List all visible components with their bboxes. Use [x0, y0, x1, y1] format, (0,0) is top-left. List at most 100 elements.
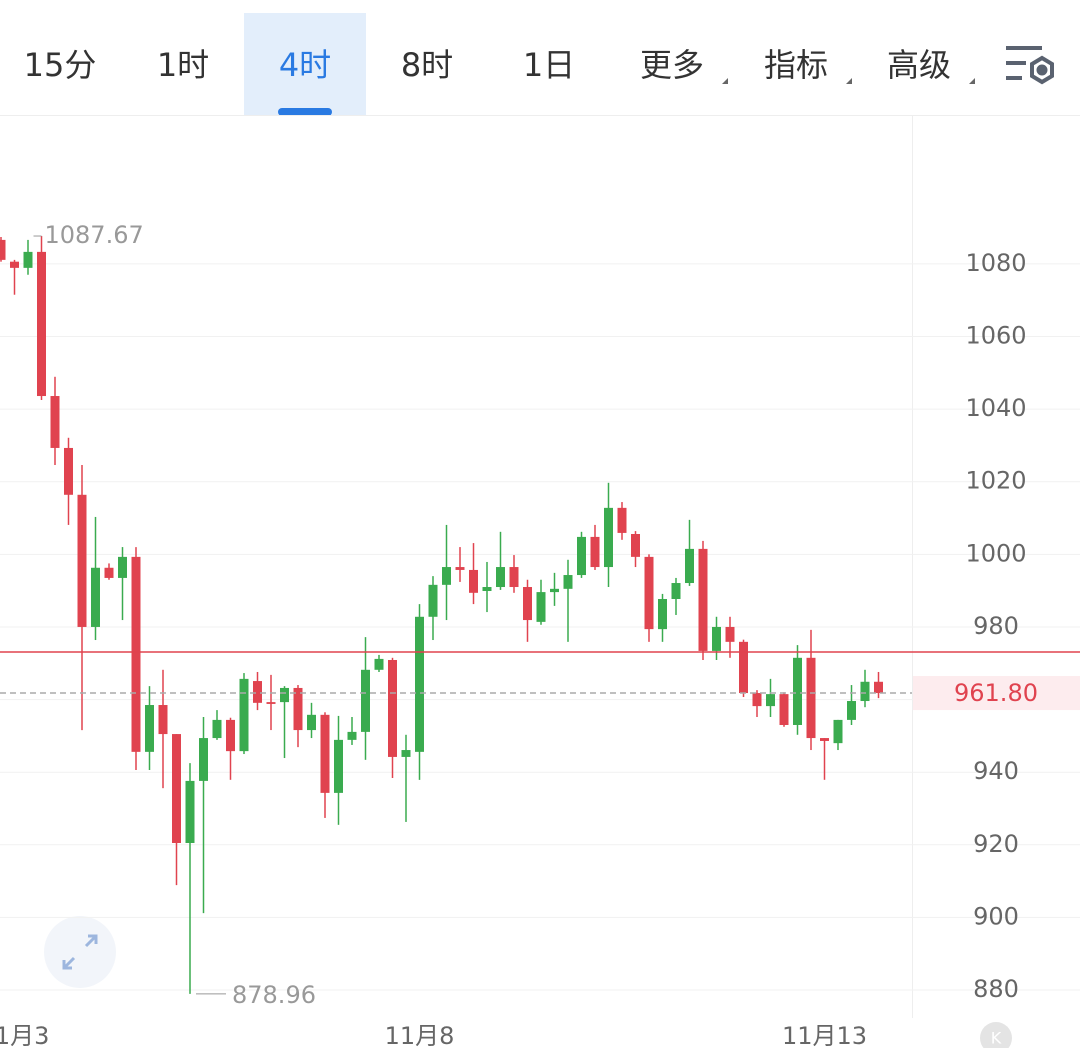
candle-body	[77, 494, 87, 627]
candle-body	[226, 719, 235, 752]
candle-body	[482, 587, 492, 592]
candle-body	[374, 658, 384, 670]
candle-body	[550, 588, 559, 593]
candle-body	[334, 739, 343, 793]
candle-body	[347, 731, 357, 740]
candle-body	[860, 681, 870, 702]
candle-body	[64, 447, 73, 495]
logo: K	[991, 1029, 1002, 1048]
x-tick-label: 11月3	[0, 1022, 49, 1048]
candle-body	[320, 714, 330, 793]
candle-body	[185, 780, 195, 843]
dropdown-arrow	[969, 78, 975, 84]
candle-body	[401, 750, 411, 757]
candle-body	[779, 694, 789, 725]
candle-body	[104, 567, 114, 578]
tab-label[interactable]: 1日	[523, 46, 575, 84]
candle-body	[469, 569, 478, 593]
candle-body	[793, 657, 802, 725]
candle-body	[523, 587, 532, 621]
candle-body	[806, 657, 816, 739]
y-tick-label: 940	[973, 757, 1019, 785]
candle-body	[266, 702, 276, 704]
candle-body	[509, 567, 519, 588]
candle-body	[536, 592, 546, 622]
candle-body	[671, 583, 681, 599]
selected-tab-bg	[244, 13, 366, 115]
candle-body	[23, 251, 33, 268]
candle-body	[685, 548, 694, 584]
last-price-box	[913, 676, 1080, 711]
y-tick-label: 1040	[965, 394, 1026, 422]
y-tick-label: 1020	[965, 467, 1026, 495]
candle-body	[118, 556, 127, 578]
expand-button[interactable]	[44, 916, 116, 988]
x-tick-label: 11月8	[385, 1022, 455, 1048]
selected-indicator	[278, 108, 332, 116]
candle-body	[617, 507, 627, 533]
tab-label[interactable]: 指标	[764, 46, 828, 84]
candle-body	[158, 705, 168, 735]
max-label: 1087.67	[45, 221, 144, 249]
tab-label[interactable]: 高级	[887, 46, 951, 84]
candle-body	[253, 681, 262, 703]
tab-label[interactable]: 1时	[157, 46, 209, 84]
candle-body	[496, 567, 505, 588]
candle-body	[577, 536, 586, 576]
candle-body	[712, 626, 721, 651]
last-price-label: 961.80	[954, 679, 1038, 707]
candle-body	[415, 616, 424, 752]
candle-body	[388, 659, 397, 757]
y-tick-label: 920	[973, 830, 1019, 858]
candle-body	[280, 687, 289, 703]
dropdown-arrow	[846, 78, 852, 84]
candle-body	[10, 261, 19, 268]
candle-body	[199, 738, 208, 781]
candle-body	[131, 556, 141, 752]
y-tick-label: 1000	[965, 539, 1026, 567]
dropdown-arrow	[722, 78, 728, 84]
candle-body	[874, 681, 883, 694]
candle-body	[37, 251, 46, 397]
candle-body	[212, 719, 222, 739]
tab-label[interactable]: 4时	[279, 46, 331, 84]
candle-body	[847, 701, 856, 720]
candle-body	[428, 584, 438, 617]
settings-icon[interactable]	[1006, 46, 1054, 85]
candle-body	[752, 693, 762, 707]
candle-body	[442, 567, 451, 585]
logo-badge	[980, 1022, 1012, 1052]
candle-body	[145, 705, 154, 752]
tab-label[interactable]: 8时	[401, 46, 453, 84]
y-tick-label: 980	[973, 612, 1019, 640]
candle-body	[698, 548, 708, 651]
candle-body	[820, 738, 829, 741]
candle-body	[239, 678, 249, 752]
candle-body	[0, 239, 6, 260]
x-tick-label: 11月13	[782, 1022, 867, 1048]
candle-body	[455, 567, 465, 570]
candle-body	[590, 536, 600, 568]
candle-body	[725, 626, 735, 642]
y-tick-label: 900	[973, 902, 1019, 930]
candle-body	[833, 719, 843, 744]
y-tick-label: 1060	[965, 321, 1026, 349]
candle-body	[50, 396, 60, 448]
candle-body	[172, 734, 181, 843]
tab-label[interactable]: 15分	[24, 46, 97, 84]
candle-body	[293, 687, 303, 731]
candle-body	[563, 575, 573, 589]
candle-body	[766, 694, 775, 707]
candle-body	[91, 567, 100, 627]
candle-body	[644, 556, 654, 630]
candle-body	[658, 598, 667, 630]
tab-label[interactable]: 更多	[640, 46, 704, 84]
y-tick-label: 1080	[965, 249, 1026, 277]
candle-body	[604, 507, 613, 568]
candle-body	[631, 534, 640, 557]
min-label: 878.96	[232, 981, 316, 1009]
candle-body	[361, 669, 370, 732]
y-tick-label: 880	[973, 975, 1019, 1003]
